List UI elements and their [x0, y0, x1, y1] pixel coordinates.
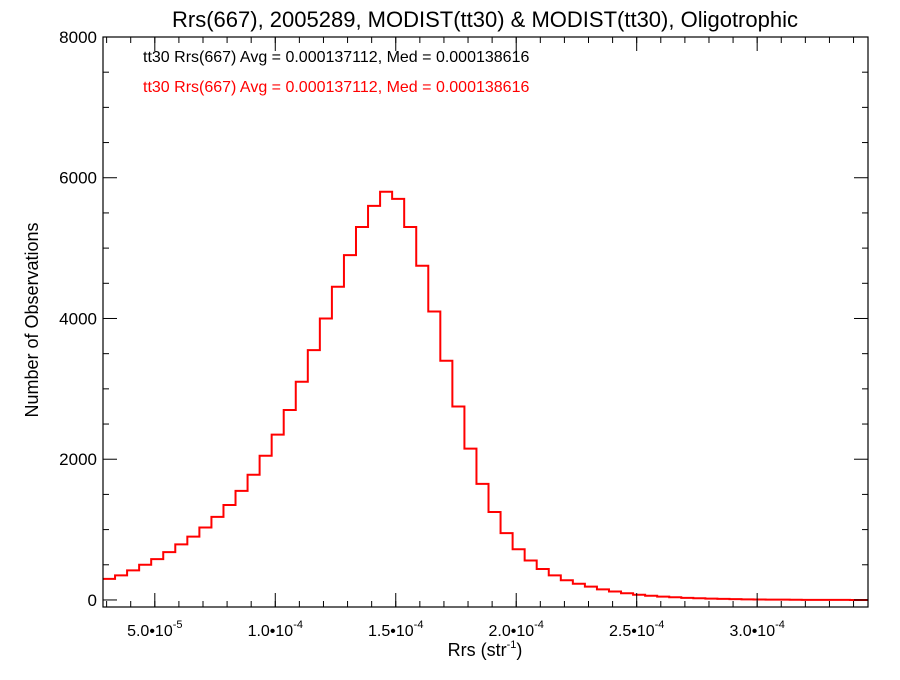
x-tick-label-base: 2.5•10 — [609, 623, 655, 640]
x-tick-label-exp: -4 — [414, 619, 424, 631]
x-tick-label-base: 1.0•10 — [248, 623, 294, 640]
y-tick-label: 6000 — [59, 169, 97, 188]
x-tick-label: 3.0•10-4 — [729, 619, 784, 640]
x-tick-label: 1.0•10-4 — [248, 619, 303, 640]
x-axis-label-sup: -1 — [507, 639, 517, 651]
x-tick-label-exp: -5 — [173, 619, 183, 631]
x-tick-label-base: 5.0•10 — [127, 623, 173, 640]
x-tick-label: 2.0•10-4 — [489, 619, 544, 640]
x-tick-label: 1.5•10-4 — [368, 619, 423, 640]
y-tick-label: 4000 — [59, 309, 97, 328]
annotation-red: tt30 Rrs(667) Avg = 0.000137112, Med = 0… — [143, 79, 529, 96]
x-axis-label-tail: ) — [516, 640, 522, 660]
x-tick-label: 5.0•10-5 — [127, 619, 182, 640]
y-tick-label: 8000 — [59, 28, 97, 47]
annotation-black: tt30 Rrs(667) Avg = 0.000137112, Med = 0… — [143, 49, 529, 66]
x-tick-label-exp: -4 — [655, 619, 665, 631]
chart-title: Rrs(667), 2005289, MODIST(tt30) & MODIST… — [172, 7, 798, 32]
x-tick-label-base: 2.0•10 — [489, 623, 535, 640]
x-axis-label-main: Rrs (str — [448, 640, 507, 660]
x-tick-label-exp: -4 — [293, 619, 303, 631]
x-tick-label-exp: -4 — [775, 619, 785, 631]
y-tick-label: 0 — [88, 591, 97, 610]
x-axis-label: Rrs (str-1) — [448, 639, 523, 660]
y-axis-label: Number of Observations — [22, 222, 42, 417]
plot-frame — [102, 36, 869, 608]
y-tick-label: 2000 — [59, 450, 97, 469]
x-tick-label: 2.5•10-4 — [609, 619, 664, 640]
x-tick-label-base: 3.0•10 — [729, 623, 775, 640]
x-tick-label-base: 1.5•10 — [368, 623, 414, 640]
histogram-series — [103, 190, 868, 601]
plot-area — [103, 190, 868, 601]
x-tick-label-exp: -4 — [534, 619, 544, 631]
